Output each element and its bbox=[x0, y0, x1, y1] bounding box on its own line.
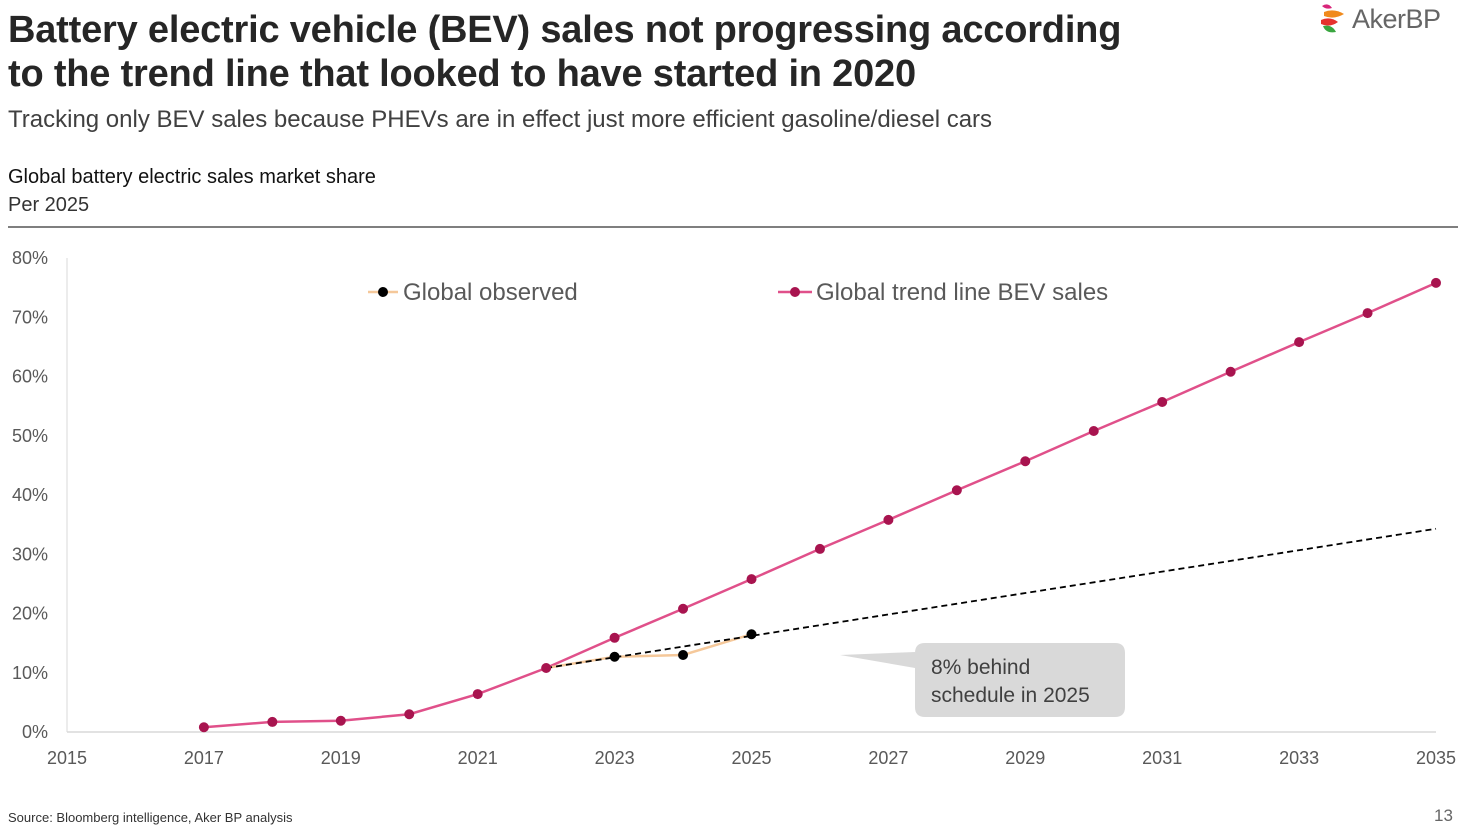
trend-point bbox=[1157, 396, 1168, 407]
trend-point bbox=[746, 574, 757, 585]
trend-point bbox=[951, 485, 962, 496]
trend-point bbox=[404, 709, 415, 720]
trend-point bbox=[472, 689, 483, 700]
trend-extrapolation-dashed bbox=[546, 527, 1437, 669]
trend-point bbox=[1225, 366, 1236, 377]
legend-trend-marker bbox=[790, 287, 800, 297]
y-tick-label: 30% bbox=[12, 544, 48, 564]
y-tick-label: 50% bbox=[12, 426, 48, 446]
trend-point bbox=[1294, 337, 1305, 348]
y-tick-label: 80% bbox=[12, 248, 48, 268]
trend-point bbox=[335, 715, 346, 726]
trend-point bbox=[267, 716, 278, 727]
logo-icon bbox=[1321, 4, 1344, 33]
trend-point bbox=[609, 632, 620, 643]
y-tick-label: 60% bbox=[12, 367, 48, 387]
trend-point bbox=[1431, 277, 1441, 288]
trend-point bbox=[883, 514, 894, 525]
divider bbox=[8, 226, 1458, 228]
trend-point bbox=[814, 543, 825, 554]
y-tick-label: 20% bbox=[12, 604, 48, 624]
x-tick-label: 2035 bbox=[1416, 748, 1456, 768]
logo-text: AkerBP bbox=[1352, 3, 1441, 34]
x-tick-label: 2027 bbox=[868, 748, 908, 768]
legend-trend-label: Global trend line BEV sales bbox=[816, 279, 1108, 306]
chart-subtitle: Per 2025 bbox=[8, 194, 90, 216]
trend-line bbox=[203, 281, 1437, 729]
y-tick-label: 70% bbox=[12, 307, 48, 327]
source-note: Source: Bloomberg intelligence, Aker BP … bbox=[8, 810, 293, 825]
observed-point bbox=[609, 651, 620, 662]
y-tick-label: 40% bbox=[12, 485, 48, 505]
y-tick-label: 0% bbox=[22, 722, 48, 742]
slide-title: Battery electric vehicle (BEV) sales not… bbox=[8, 9, 1122, 95]
annotation-callout bbox=[840, 643, 1125, 717]
x-tick-label: 2025 bbox=[731, 748, 771, 768]
legend-observed-marker bbox=[378, 287, 388, 297]
trend-point bbox=[678, 603, 689, 614]
trend-point bbox=[1020, 456, 1031, 467]
trend-point bbox=[541, 663, 552, 674]
slide-subtitle: Tracking only BEV sales because PHEVs ar… bbox=[8, 106, 993, 133]
akerbp-logo: AkerBP bbox=[1318, 2, 1441, 36]
annotation-line-2: schedule in 2025 bbox=[931, 684, 1090, 707]
annotation-line-1: 8% behind bbox=[931, 656, 1031, 679]
y-tick-label: 10% bbox=[12, 663, 48, 683]
x-tick-label: 2031 bbox=[1142, 748, 1182, 768]
observed-point bbox=[746, 629, 757, 640]
x-tick-label: 2017 bbox=[184, 748, 224, 768]
trend-point bbox=[198, 722, 209, 733]
observed-point bbox=[678, 649, 689, 660]
page-number: 13 bbox=[1434, 806, 1453, 825]
chart-title: Global battery electric sales market sha… bbox=[8, 166, 376, 188]
x-tick-label: 2023 bbox=[595, 748, 635, 768]
x-tick-label: 2015 bbox=[47, 748, 87, 768]
trend-point bbox=[1362, 308, 1373, 319]
x-tick-label: 2029 bbox=[1005, 748, 1045, 768]
trend-point bbox=[1088, 426, 1099, 437]
legend-observed-label: Global observed bbox=[403, 279, 578, 306]
x-tick-label: 2033 bbox=[1279, 748, 1319, 768]
x-tick-label: 2019 bbox=[321, 748, 361, 768]
x-tick-label: 2021 bbox=[458, 748, 498, 768]
annotation-text: 8% behind schedule in 2025 bbox=[931, 654, 1090, 710]
